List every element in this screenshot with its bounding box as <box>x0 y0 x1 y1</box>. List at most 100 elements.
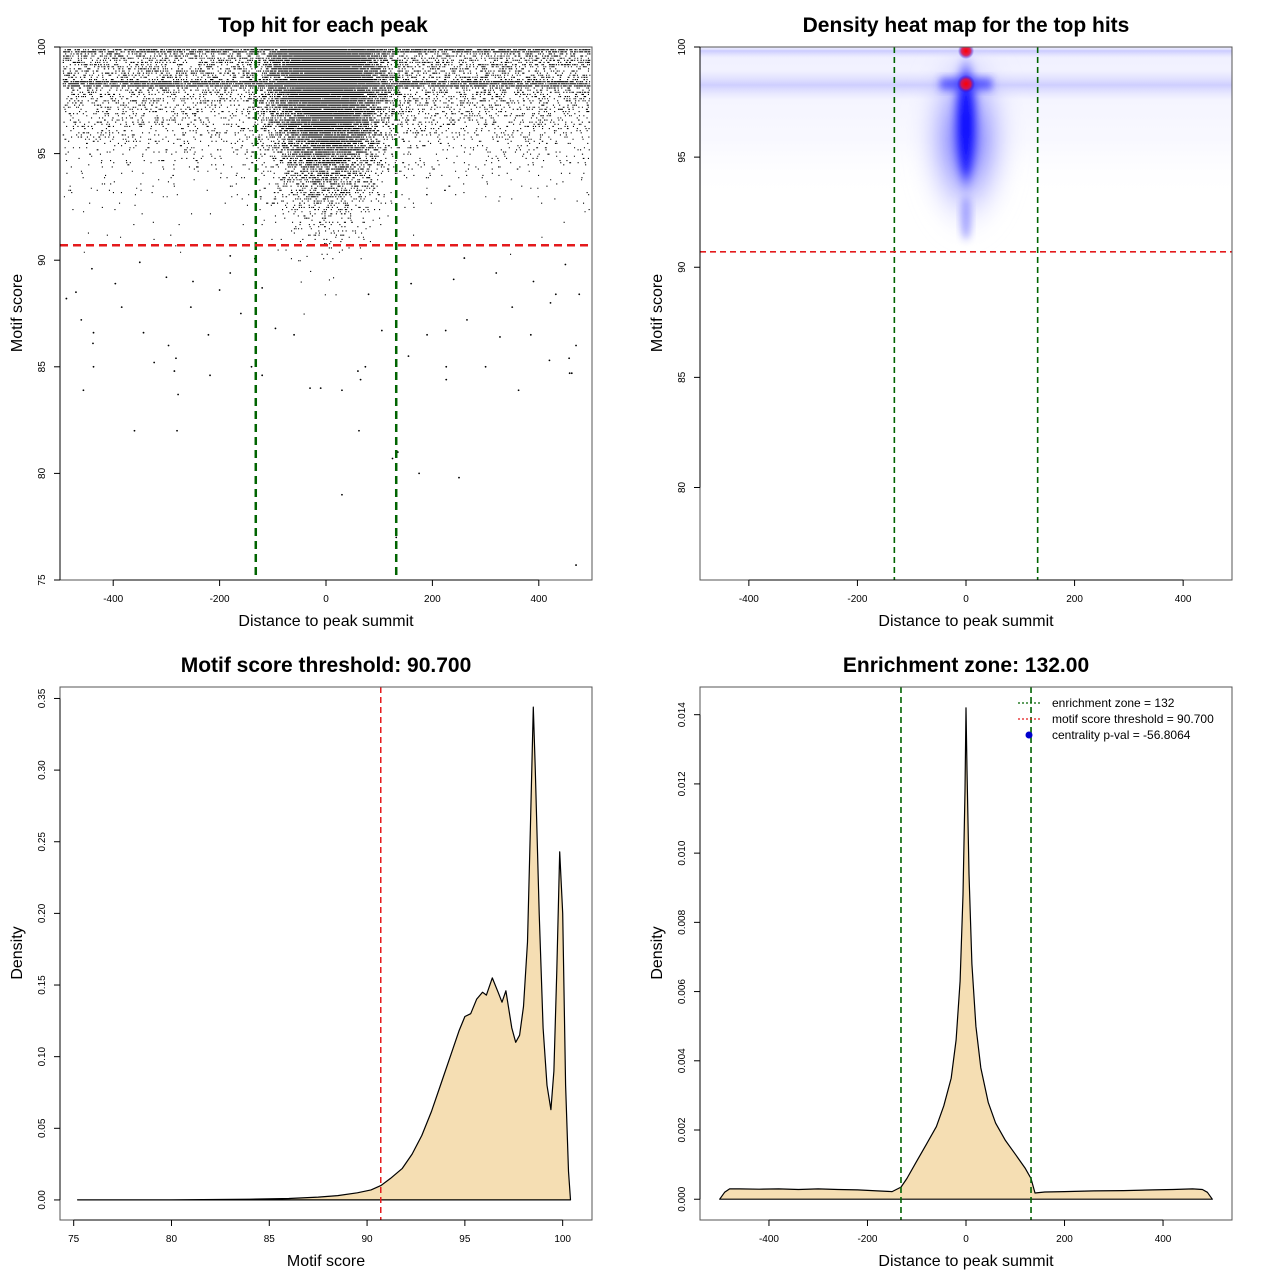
scatter-xtick-label: -200 <box>210 594 230 605</box>
scatter-point <box>466 318 468 321</box>
heatmap-xtick-label: 200 <box>1066 594 1083 605</box>
scatter-point <box>568 357 571 360</box>
scatter-point <box>293 333 295 336</box>
scatter-point-cloud <box>62 49 591 315</box>
score_density-ytick-label: 0.35 <box>37 688 48 708</box>
scatter-points <box>62 49 591 566</box>
distance_density-ytick-label: 0.004 <box>677 1048 688 1073</box>
scatter-point <box>91 267 93 270</box>
legend-threshold-label: motif score threshold = 90.700 <box>1052 712 1214 726</box>
scatter-point <box>75 291 77 294</box>
distance-density-curve <box>719 707 1213 1200</box>
scatter-point <box>568 372 571 375</box>
heatmap-density-field <box>700 47 1232 580</box>
distance_density-ytick-label: 0.006 <box>677 979 688 1004</box>
scatter-xtick-label: 0 <box>323 594 329 605</box>
scatter-ytick-label: 100 <box>37 38 48 55</box>
scatter-point <box>82 389 85 392</box>
distance_density-xtick-label: 0 <box>963 1234 969 1245</box>
heatmap-hotspot-98 <box>957 75 975 93</box>
score_density-xtick-label: 80 <box>166 1234 178 1245</box>
scatter-point <box>207 333 210 336</box>
scatter-xtick-label: -400 <box>103 594 123 605</box>
distance-density-xlabel: Distance to peak summit <box>878 1253 1054 1270</box>
scatter-point <box>395 536 398 539</box>
scatter-point <box>578 293 581 296</box>
scatter-point <box>218 289 221 291</box>
score-density-title: Motif score threshold: 90.700 <box>181 654 472 677</box>
score_density-ytick-label: 0.20 <box>37 903 48 923</box>
scatter-point <box>250 365 253 368</box>
distance-density-reference-lines <box>900 687 1032 1220</box>
distance_density-ytick-label: 0.008 <box>677 909 688 934</box>
scatter-point <box>133 429 136 432</box>
scatter-point <box>575 564 577 566</box>
legend-zone-label: enrichment zone = 132 <box>1052 696 1175 710</box>
heatmap-hotspot-100 <box>958 47 974 59</box>
distance-density-y-axis: 0.000 0.002 0.004 0.006 0.008 0.010 0.012 0.014 <box>677 702 701 1212</box>
scatter-x-axis: -400 -200 0 200 400 <box>103 579 548 605</box>
heatmap-core <box>950 47 982 205</box>
scatter-point <box>173 370 176 372</box>
scatter-point <box>458 476 460 479</box>
distance-density-x-axis: -400 -200 0 200 400 <box>759 1219 1172 1245</box>
scatter-point <box>92 331 95 334</box>
heatmap-xtick-label: -400 <box>739 594 759 605</box>
scatter-point <box>167 344 170 347</box>
scatter-point <box>517 389 520 392</box>
scatter-point <box>418 472 420 475</box>
scatter-xlabel: Distance to peak summit <box>238 613 414 630</box>
distance-density-title: Enrichment zone: 132.00 <box>843 654 1089 677</box>
scatter-point <box>176 429 178 432</box>
scatter-point <box>380 329 383 332</box>
scatter-ytick-label: 80 <box>37 467 48 479</box>
scatter-point <box>410 282 413 285</box>
scatter-panel: Top hit for each peak -400 -200 0 200 400 75… <box>9 14 593 630</box>
score-density-xlabel: Motif score <box>287 1253 365 1270</box>
scatter-point <box>575 344 577 347</box>
scatter-point <box>499 336 501 338</box>
distance_density-ytick-label: 0.010 <box>677 840 688 865</box>
scatter-point <box>495 272 498 274</box>
distance_density-ytick-label: 0.014 <box>677 702 688 727</box>
score-density-panel: Motif score threshold: 90.700 75 80 85 90 95… <box>9 654 593 1270</box>
scatter-point <box>92 365 95 368</box>
scatter-ytick-label: 95 <box>37 148 48 160</box>
scatter-point <box>114 282 117 285</box>
scatter-title: Top hit for each peak <box>218 14 428 37</box>
score_density-xtick-label: 100 <box>554 1234 571 1245</box>
heatmap-xtick-label: -200 <box>847 594 867 605</box>
score_density-xtick-label: 85 <box>264 1234 276 1245</box>
heatmap-tail <box>961 196 971 240</box>
distance-density-legend: enrichment zone = 132 motif score thresh… <box>1018 696 1214 742</box>
scatter-point <box>445 378 448 381</box>
scatter-point <box>357 370 359 372</box>
scatter-point <box>359 378 362 381</box>
distance-density-area <box>719 707 1213 1200</box>
scatter-point <box>80 318 83 321</box>
distance_density-ytick-label: 0.012 <box>677 771 688 796</box>
scatter-point <box>564 263 567 266</box>
scatter-ylabel: Motif score <box>9 274 26 352</box>
score_density-ytick-label: 0.25 <box>37 832 48 852</box>
heatmap-xlabel: Distance to peak summit <box>878 613 1054 630</box>
scatter-point <box>426 333 428 336</box>
heatmap-ytick-label: 80 <box>677 481 688 493</box>
distance_density-ytick-label: 0.000 <box>677 1186 688 1211</box>
scatter-point <box>341 493 343 496</box>
score-density-curve <box>77 706 572 1201</box>
score-density-area <box>77 706 572 1201</box>
scatter-point <box>570 372 573 375</box>
scatter-point <box>153 361 156 364</box>
distance-density-ylabel: Density <box>649 926 666 979</box>
score_density-xtick-label: 95 <box>459 1234 471 1245</box>
score_density-ytick-label: 0.15 <box>37 975 48 995</box>
score_density-ytick-label: 0.05 <box>37 1118 48 1138</box>
scatter-point <box>177 393 180 396</box>
scatter-point <box>364 365 367 368</box>
score_density-ytick-label: 0.30 <box>37 760 48 780</box>
scatter-point <box>529 333 532 336</box>
heatmap-title: Density heat map for the top hits <box>803 14 1130 37</box>
heatmap-xtick-label: 400 <box>1175 594 1192 605</box>
